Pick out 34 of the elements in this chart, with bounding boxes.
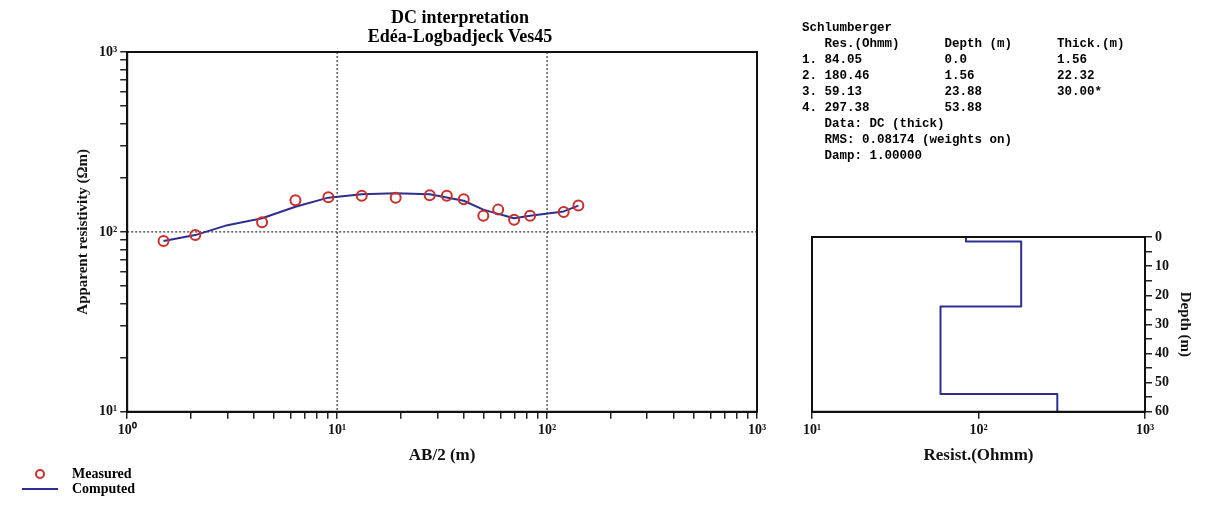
chart-title: DC interpretation	[389, 7, 531, 27]
text: Damp: 1.00000	[824, 149, 923, 163]
y-tick-label: 10²	[98, 223, 118, 239]
x-axis-title: AB/2 (m)	[408, 445, 476, 465]
legend-label: Computed	[72, 481, 136, 496]
x-tick-label: 10²	[969, 421, 988, 437]
legend-label: Measured	[72, 466, 132, 481]
text: 1. 84.05 0.0 1.56	[802, 53, 1088, 67]
x-tick-label: 10¹	[328, 421, 347, 437]
x-tick-label: 10⁰	[117, 420, 137, 437]
text: 2. 180.46 1.56 22.32	[802, 69, 1095, 83]
text: 4. 297.38 53.88	[802, 101, 983, 115]
x-tick-label: 10²	[537, 421, 557, 437]
y-axis-title: Depth (m)	[1177, 291, 1195, 358]
x-tick-label: 10¹	[802, 421, 822, 437]
text: Data: DC (thick)	[824, 117, 945, 131]
x-tick-label: 10³	[1135, 421, 1155, 437]
y-tick-label: 60	[1155, 403, 1169, 419]
x-axis-title: Resist.(Ohmm)	[923, 445, 1034, 465]
x-tick-label: 10³	[747, 421, 767, 437]
y-tick-label: 0	[1155, 228, 1162, 244]
y-tick-label: 50	[1155, 374, 1169, 390]
y-tick-label: 10¹	[98, 403, 118, 419]
text: Res.(Ohmm) Depth (m) Thick.(m)	[824, 37, 1125, 51]
y-tick-label: 10³	[98, 43, 118, 59]
y-tick-label: 10	[1155, 257, 1169, 273]
y-tick-label: 20	[1155, 286, 1169, 302]
y-axis-title: Apparent resistivity (Ωm)	[73, 149, 91, 315]
text: RMS: 0.08174 (weights on)	[824, 133, 1013, 147]
chart-subtitle: Edéa-Logbadjeck Ves45	[366, 26, 554, 46]
text: Schlumberger	[802, 21, 893, 35]
text: 3. 59.13 23.88 30.00*	[802, 85, 1103, 99]
y-tick-label: 40	[1155, 345, 1169, 361]
y-tick-label: 30	[1155, 316, 1169, 332]
